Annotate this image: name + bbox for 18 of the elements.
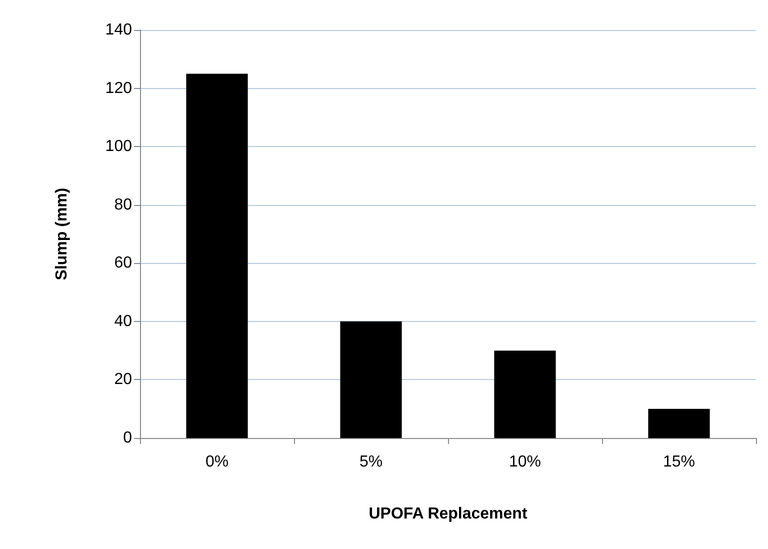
y-tick-label: 0 [123, 430, 132, 446]
x-tick-label: 15% [662, 454, 696, 470]
y-tick-label: 120 [105, 80, 132, 97]
x-tick-label: 10% [508, 454, 542, 470]
y-tick-label: 60 [114, 254, 132, 272]
x-tick-label: 0% [205, 454, 229, 470]
bar [648, 408, 710, 438]
y-tick-label: 140 [105, 22, 132, 38]
y-tick-label: 20 [114, 371, 132, 388]
x-tick-label: 5% [359, 454, 383, 470]
y-tick-label: 80 [114, 196, 132, 214]
x-axis-title: UPOFA Replacement [368, 506, 528, 522]
y-axis-title: Slump (mm) [54, 188, 70, 280]
bar [494, 350, 556, 438]
bar [186, 74, 248, 438]
bar [340, 321, 402, 438]
y-tick-label: 40 [114, 312, 132, 330]
y-tick-label: 100 [105, 138, 132, 156]
